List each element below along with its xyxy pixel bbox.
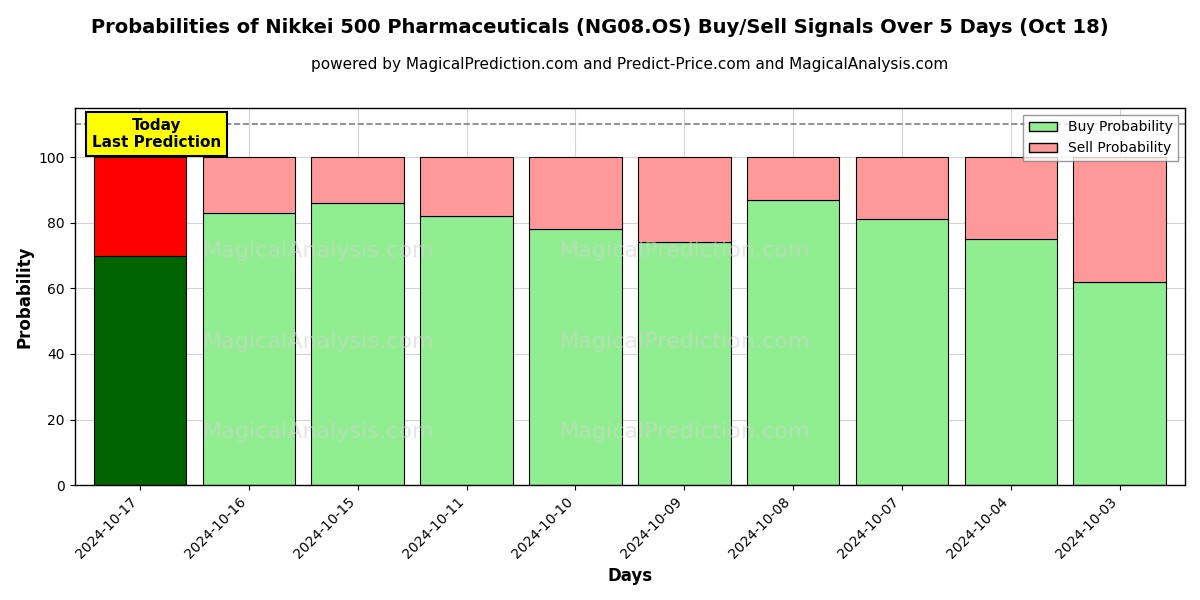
Bar [1074,282,1166,485]
Text: MagicalPrediction.com: MagicalPrediction.com [560,422,810,442]
Bar [965,239,1057,485]
Legend: Buy Probability, Sell Probability: Buy Probability, Sell Probability [1024,115,1178,161]
Bar [965,157,1057,239]
Bar [638,242,731,485]
Bar [94,256,186,485]
Title: powered by MagicalPrediction.com and Predict-Price.com and MagicalAnalysis.com: powered by MagicalPrediction.com and Pre… [311,57,948,72]
Bar [856,220,948,485]
Bar [94,157,186,256]
Bar [312,203,404,485]
Text: Today
Last Prediction: Today Last Prediction [91,118,221,150]
Text: Probabilities of Nikkei 500 Pharmaceuticals (NG08.OS) Buy/Sell Signals Over 5 Da: Probabilities of Nikkei 500 Pharmaceutic… [91,18,1109,37]
Text: MagicalPrediction.com: MagicalPrediction.com [560,241,810,261]
Bar [312,157,404,203]
Text: MagicalPrediction.com: MagicalPrediction.com [560,332,810,352]
Bar [529,229,622,485]
Bar [1074,157,1166,282]
Bar [203,157,295,213]
X-axis label: Days: Days [607,567,653,585]
Bar [638,157,731,242]
Y-axis label: Probability: Probability [16,245,34,348]
Bar [529,157,622,229]
Bar [203,213,295,485]
Bar [420,157,512,216]
Bar [746,200,839,485]
Text: MagicalAnalysis.com: MagicalAnalysis.com [203,241,434,261]
Bar [856,157,948,220]
Text: MagicalAnalysis.com: MagicalAnalysis.com [203,422,434,442]
Text: MagicalAnalysis.com: MagicalAnalysis.com [203,332,434,352]
Bar [420,216,512,485]
Bar [746,157,839,200]
